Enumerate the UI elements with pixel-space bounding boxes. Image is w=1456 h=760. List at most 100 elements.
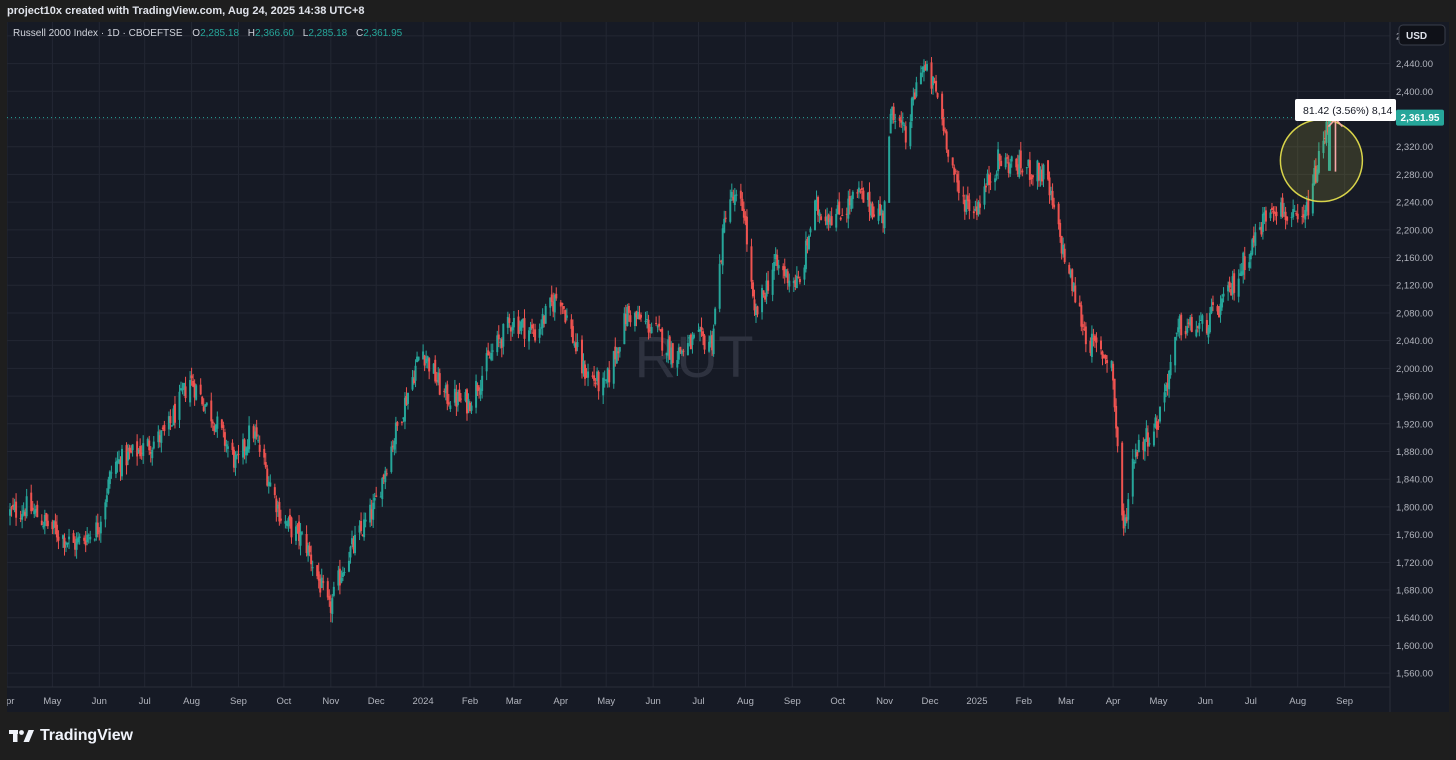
candle-body <box>195 385 198 400</box>
time-axis[interactable]: Apr May Jun Jul Aug Sep Oct Nov Dec 2024 Feb Mar Apr… <box>7 686 1390 707</box>
y-tick-label: 2,200.00 <box>1396 225 1433 236</box>
candle-body <box>1060 235 1063 254</box>
candle-body <box>1207 327 1210 338</box>
candle-body <box>161 427 164 430</box>
candle-body <box>84 540 87 546</box>
candle-body <box>1057 203 1060 225</box>
y-tick-label: 2,080.00 <box>1396 308 1433 319</box>
candle-body <box>338 568 341 586</box>
candle-body <box>882 213 885 224</box>
candle-body <box>465 389 468 414</box>
candle-body <box>1237 278 1240 297</box>
candle-body <box>903 125 906 127</box>
candle-body <box>459 398 462 400</box>
candle-body <box>349 546 352 558</box>
x-tick-label: Nov <box>322 696 339 707</box>
candle-body <box>201 396 204 405</box>
candle-body <box>140 452 143 454</box>
candle-body <box>63 537 66 548</box>
candle-body <box>1155 421 1158 430</box>
candle-body <box>771 269 774 295</box>
candle-body <box>879 203 882 215</box>
candle-body <box>458 389 461 402</box>
candle-body <box>43 514 46 526</box>
candle-body <box>700 326 703 330</box>
candle-body <box>1152 431 1155 446</box>
candle-body <box>520 321 523 331</box>
candle-body <box>544 306 547 324</box>
candle-body <box>263 448 266 458</box>
candle-body <box>1281 197 1284 217</box>
candle-body <box>532 332 535 334</box>
candle-body <box>496 335 499 353</box>
candle-body <box>910 98 913 122</box>
price-axis[interactable]: 1,560.00 1,600.00 1,640.00 1,680.00 1,720.00… <box>1389 22 1433 712</box>
candle-body <box>245 447 248 456</box>
candle-body <box>479 388 482 395</box>
candle-body <box>869 205 872 216</box>
candle-body <box>913 92 916 100</box>
candle-body <box>804 240 807 270</box>
chart-panel[interactable]: RUT 1,560.00 1,600.00 1,640.00 1,680.00 1,72… <box>7 22 1449 712</box>
candle-body <box>116 460 119 464</box>
candle-body <box>1059 222 1062 237</box>
candle-body <box>443 390 446 393</box>
candle-body <box>788 280 791 287</box>
candles-layer <box>7 57 1390 623</box>
candle-body <box>1137 439 1140 453</box>
tradingview-logo[interactable]: TradingView <box>9 727 133 745</box>
candle-body <box>1184 331 1187 335</box>
candle-body <box>214 424 217 432</box>
candle-body <box>36 504 39 518</box>
candle-body <box>328 596 331 600</box>
candle-body <box>953 167 956 175</box>
candle-body <box>1283 211 1286 214</box>
candle-body <box>491 350 494 352</box>
candle-body <box>225 444 228 447</box>
candle-body <box>340 577 343 583</box>
candle-body <box>1103 356 1106 358</box>
candle-body <box>898 116 901 121</box>
price-chart[interactable]: RUT 1,560.001,600.001,640.001,680.001,72… <box>7 22 1449 712</box>
candle-body <box>470 405 473 411</box>
candle-body <box>655 322 658 324</box>
candle-body <box>481 375 484 391</box>
candle-body <box>413 378 416 383</box>
candle-body <box>146 439 149 446</box>
candle-body <box>1175 332 1178 334</box>
candle-body <box>732 196 735 201</box>
candle-body <box>773 262 776 272</box>
candle-body <box>845 213 848 215</box>
candle-body <box>1243 256 1246 271</box>
candle-body <box>1039 169 1042 181</box>
y-tick-label: 2,000.00 <box>1396 364 1433 375</box>
candle-body <box>45 513 48 521</box>
x-tick-label: May <box>597 696 615 707</box>
candle-body <box>570 319 573 329</box>
candle-body <box>1180 314 1183 336</box>
y-tick-label: 2,240.00 <box>1396 198 1433 209</box>
candle-body <box>107 479 110 494</box>
x-tick-label: Oct <box>830 696 845 707</box>
candle-body <box>488 357 491 359</box>
candle-body <box>1258 227 1261 230</box>
currency-button[interactable]: USD <box>1398 24 1446 46</box>
candle-body <box>689 334 692 350</box>
candle-body <box>1311 183 1314 214</box>
candle-body <box>506 316 509 328</box>
candle-body <box>594 382 597 384</box>
candle-body <box>543 316 546 324</box>
candle-body <box>1169 361 1172 376</box>
candle-body <box>1134 449 1137 458</box>
candle-body <box>708 341 711 352</box>
candle-body <box>877 208 880 221</box>
candle-body <box>434 359 437 382</box>
candle-body <box>326 581 329 598</box>
candle-body <box>393 440 396 450</box>
candle-body <box>582 360 585 374</box>
candle-body <box>384 470 387 483</box>
candle-body <box>1037 162 1040 181</box>
candle-body <box>232 449 235 468</box>
candle-body <box>555 293 558 299</box>
candle-body <box>638 314 641 320</box>
